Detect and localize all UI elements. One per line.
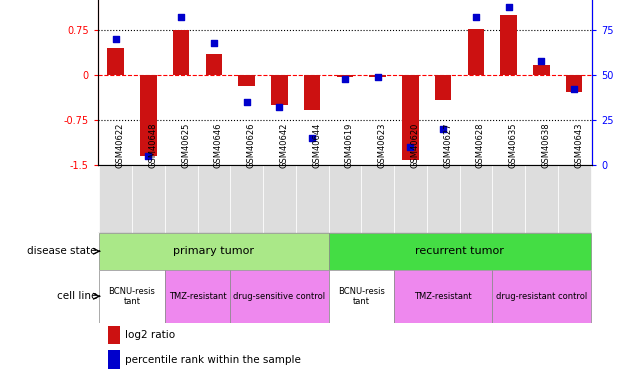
- Text: BCNU-resis
tant: BCNU-resis tant: [338, 286, 385, 306]
- FancyBboxPatch shape: [296, 165, 329, 232]
- Bar: [165, 270, 231, 322]
- Text: disease state: disease state: [28, 246, 97, 256]
- FancyBboxPatch shape: [263, 165, 296, 232]
- Bar: [329, 232, 590, 270]
- Text: TMZ-resistant: TMZ-resistant: [415, 292, 472, 301]
- Bar: [231, 270, 329, 322]
- Text: GSM40644: GSM40644: [312, 123, 321, 168]
- FancyBboxPatch shape: [198, 165, 231, 232]
- Point: [471, 14, 481, 20]
- FancyBboxPatch shape: [558, 165, 590, 232]
- Bar: [100, 270, 165, 322]
- Point: [372, 74, 382, 80]
- Text: GSM40623: GSM40623: [377, 123, 387, 168]
- FancyBboxPatch shape: [361, 165, 394, 232]
- FancyBboxPatch shape: [231, 165, 263, 232]
- Point: [536, 58, 546, 64]
- Bar: [394, 270, 492, 322]
- FancyBboxPatch shape: [100, 165, 132, 232]
- Bar: [467, 29, 484, 75]
- Bar: [304, 75, 321, 110]
- Bar: [108, 48, 124, 75]
- Text: GSM40626: GSM40626: [247, 123, 256, 168]
- Point: [307, 135, 318, 141]
- FancyBboxPatch shape: [394, 165, 427, 232]
- Text: primary tumor: primary tumor: [173, 246, 255, 256]
- Bar: [206, 54, 222, 75]
- Text: GSM40627: GSM40627: [443, 123, 452, 168]
- Text: GSM40638: GSM40638: [541, 123, 551, 168]
- Bar: [108, 326, 120, 344]
- Bar: [435, 75, 451, 100]
- Point: [209, 40, 219, 46]
- Text: GSM40619: GSM40619: [345, 123, 354, 168]
- Point: [569, 86, 579, 92]
- Text: TMZ-resistant: TMZ-resistant: [169, 292, 226, 301]
- Bar: [173, 30, 190, 75]
- Text: drug-sensitive control: drug-sensitive control: [233, 292, 326, 301]
- Point: [503, 4, 513, 10]
- Point: [144, 153, 154, 159]
- Bar: [533, 65, 549, 75]
- Text: percentile rank within the sample: percentile rank within the sample: [125, 354, 301, 364]
- FancyBboxPatch shape: [132, 165, 165, 232]
- Text: log2 ratio: log2 ratio: [125, 330, 175, 340]
- Bar: [140, 75, 157, 156]
- Text: GSM40646: GSM40646: [214, 123, 223, 168]
- Bar: [492, 270, 590, 322]
- FancyBboxPatch shape: [525, 165, 558, 232]
- Bar: [500, 15, 517, 75]
- FancyBboxPatch shape: [492, 165, 525, 232]
- FancyBboxPatch shape: [165, 165, 198, 232]
- Point: [340, 76, 350, 82]
- FancyBboxPatch shape: [329, 165, 361, 232]
- Bar: [272, 75, 288, 105]
- FancyBboxPatch shape: [427, 165, 459, 232]
- Text: cell line: cell line: [57, 291, 97, 301]
- Bar: [369, 75, 386, 77]
- Text: GSM40643: GSM40643: [574, 123, 583, 168]
- Bar: [239, 75, 255, 86]
- Text: GSM40620: GSM40620: [410, 123, 420, 168]
- Point: [275, 104, 285, 110]
- Text: GSM40642: GSM40642: [280, 123, 289, 168]
- Bar: [337, 75, 353, 77]
- Text: BCNU-resis
tant: BCNU-resis tant: [108, 286, 156, 306]
- FancyBboxPatch shape: [459, 165, 492, 232]
- Point: [111, 36, 121, 42]
- Bar: [100, 232, 329, 270]
- Point: [405, 144, 415, 150]
- Text: GSM40625: GSM40625: [181, 123, 190, 168]
- Text: drug-resistant control: drug-resistant control: [496, 292, 587, 301]
- Bar: [108, 350, 120, 369]
- Text: GSM40648: GSM40648: [149, 123, 158, 168]
- Bar: [566, 75, 582, 92]
- Bar: [402, 75, 418, 160]
- Text: GSM40622: GSM40622: [116, 123, 125, 168]
- Text: recurrent tumor: recurrent tumor: [415, 246, 504, 256]
- Text: GSM40628: GSM40628: [476, 123, 485, 168]
- Point: [242, 99, 252, 105]
- Point: [438, 126, 448, 132]
- Text: GSM40635: GSM40635: [508, 123, 518, 168]
- Bar: [329, 270, 394, 322]
- Point: [176, 14, 186, 20]
